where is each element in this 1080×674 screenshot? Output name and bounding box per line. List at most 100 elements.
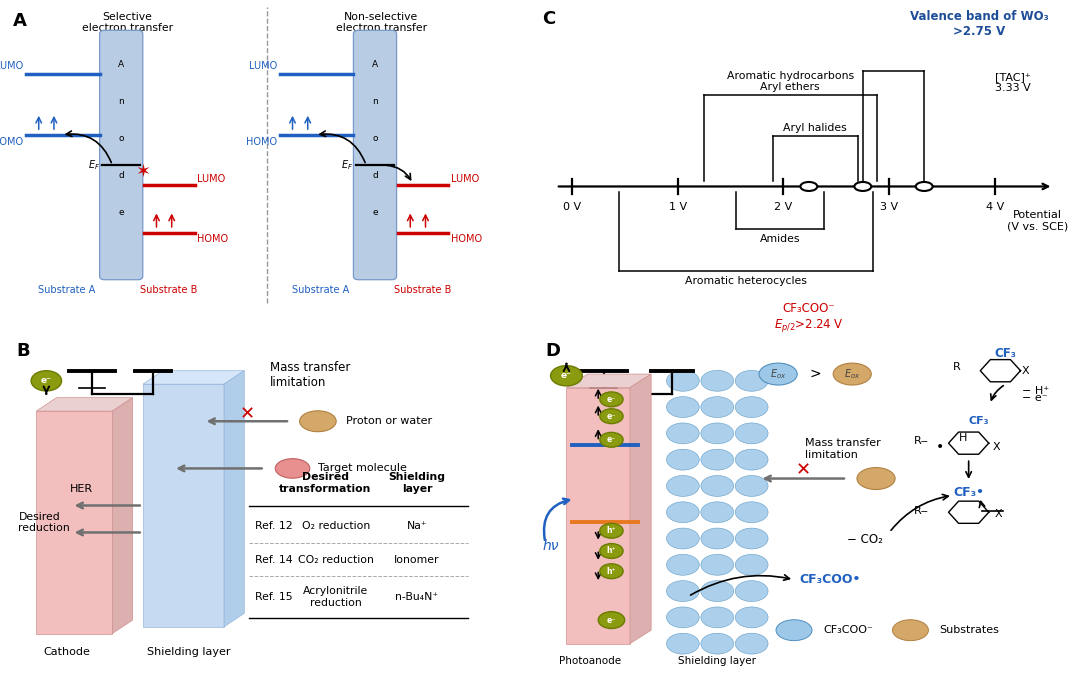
Text: Substrate A: Substrate A bbox=[38, 285, 95, 295]
Text: CF₃: CF₃ bbox=[995, 347, 1016, 361]
Text: C: C bbox=[542, 9, 555, 28]
Polygon shape bbox=[630, 374, 651, 644]
Ellipse shape bbox=[666, 475, 699, 496]
Text: n: n bbox=[119, 96, 124, 106]
Text: •: • bbox=[935, 439, 944, 454]
Text: CF₃: CF₃ bbox=[969, 417, 989, 426]
Text: 4 V: 4 V bbox=[986, 202, 1004, 212]
Circle shape bbox=[599, 563, 623, 578]
Text: e⁻: e⁻ bbox=[41, 376, 52, 386]
Text: X: X bbox=[995, 509, 1002, 519]
Text: e: e bbox=[373, 208, 378, 217]
Text: d: d bbox=[373, 171, 378, 180]
Ellipse shape bbox=[777, 620, 812, 640]
Text: e⁻: e⁻ bbox=[607, 615, 616, 625]
Text: Selective
electron transfer: Selective electron transfer bbox=[82, 12, 173, 34]
Text: hν: hν bbox=[542, 539, 559, 553]
Text: Target molecule: Target molecule bbox=[318, 464, 407, 473]
Ellipse shape bbox=[735, 501, 768, 522]
Circle shape bbox=[854, 182, 872, 191]
Polygon shape bbox=[37, 398, 133, 411]
Text: ✕: ✕ bbox=[240, 405, 255, 423]
Ellipse shape bbox=[735, 528, 768, 549]
Text: 3 V: 3 V bbox=[880, 202, 899, 212]
Circle shape bbox=[31, 371, 62, 391]
Text: o: o bbox=[119, 133, 124, 143]
Ellipse shape bbox=[666, 580, 699, 601]
Ellipse shape bbox=[701, 554, 733, 575]
Text: A: A bbox=[13, 12, 27, 30]
Text: LUMO: LUMO bbox=[249, 61, 278, 71]
Text: CF₃COO•: CF₃COO• bbox=[799, 573, 861, 586]
Text: CF₃COO⁻
$E_{p/2}$>2.24 V: CF₃COO⁻ $E_{p/2}$>2.24 V bbox=[774, 302, 843, 334]
Ellipse shape bbox=[666, 634, 699, 654]
Text: 0 V: 0 V bbox=[563, 202, 581, 212]
Text: Desired
transformation: Desired transformation bbox=[280, 472, 372, 493]
Text: HOMO: HOMO bbox=[197, 235, 228, 244]
Polygon shape bbox=[567, 374, 651, 388]
Text: e: e bbox=[119, 208, 124, 217]
Text: Mass transfer
limitation: Mass transfer limitation bbox=[270, 361, 350, 389]
Polygon shape bbox=[567, 388, 630, 644]
Text: LUMO: LUMO bbox=[197, 174, 226, 183]
Text: $E_{ox}$: $E_{ox}$ bbox=[770, 367, 786, 381]
Text: Acrylonitrile
reduction: Acrylonitrile reduction bbox=[303, 586, 368, 608]
Polygon shape bbox=[37, 411, 112, 634]
Text: Na⁺: Na⁺ bbox=[406, 522, 428, 531]
Text: e⁻: e⁻ bbox=[561, 371, 572, 380]
Text: Potential
(V vs. SCE): Potential (V vs. SCE) bbox=[1007, 210, 1068, 232]
Text: $E_F$: $E_F$ bbox=[341, 158, 353, 172]
Text: − H⁺: − H⁺ bbox=[1022, 386, 1049, 396]
Text: HOMO: HOMO bbox=[0, 137, 24, 148]
Text: Ref. 12: Ref. 12 bbox=[255, 522, 293, 531]
Text: n-Bu₄N⁺: n-Bu₄N⁺ bbox=[395, 592, 438, 602]
Circle shape bbox=[599, 408, 623, 423]
Text: Desired
reduction: Desired reduction bbox=[18, 512, 70, 533]
Text: d: d bbox=[119, 171, 124, 180]
Text: e⁻: e⁻ bbox=[607, 395, 616, 404]
Text: Substrate A: Substrate A bbox=[292, 285, 349, 295]
Text: [TAC]⁺
3.33 V: [TAC]⁺ 3.33 V bbox=[995, 71, 1031, 94]
Ellipse shape bbox=[735, 449, 768, 470]
Text: LUMO: LUMO bbox=[450, 174, 480, 183]
Ellipse shape bbox=[833, 363, 872, 385]
Ellipse shape bbox=[701, 528, 733, 549]
Text: CF₃•: CF₃• bbox=[954, 485, 984, 499]
Text: B: B bbox=[16, 342, 29, 360]
Text: R: R bbox=[953, 363, 961, 372]
Text: >: > bbox=[809, 367, 821, 381]
Text: Ionomer: Ionomer bbox=[394, 555, 440, 565]
Text: Amides: Amides bbox=[759, 235, 800, 244]
Ellipse shape bbox=[666, 607, 699, 628]
Text: D: D bbox=[545, 342, 561, 360]
Ellipse shape bbox=[666, 449, 699, 470]
Text: R‒: R‒ bbox=[914, 437, 929, 446]
Text: X: X bbox=[993, 441, 1000, 452]
Ellipse shape bbox=[735, 475, 768, 496]
Ellipse shape bbox=[701, 475, 733, 496]
Text: Substrate B: Substrate B bbox=[140, 285, 198, 295]
Circle shape bbox=[599, 543, 623, 558]
Text: H: H bbox=[959, 433, 968, 443]
Text: HOMO: HOMO bbox=[246, 137, 278, 148]
Text: Photoanode: Photoanode bbox=[559, 656, 621, 666]
Ellipse shape bbox=[735, 580, 768, 601]
Text: − e⁻: − e⁻ bbox=[1022, 393, 1048, 402]
Text: O₂ reduction: O₂ reduction bbox=[301, 522, 369, 531]
Text: Substrates: Substrates bbox=[940, 625, 999, 635]
Text: e⁻: e⁻ bbox=[607, 435, 616, 444]
Ellipse shape bbox=[735, 554, 768, 575]
Text: CO₂ reduction: CO₂ reduction bbox=[298, 555, 374, 565]
Circle shape bbox=[916, 182, 933, 191]
Text: Valence band of WO₃
>2.75 V: Valence band of WO₃ >2.75 V bbox=[909, 9, 1049, 38]
Text: A: A bbox=[372, 59, 378, 69]
Text: − CO₂: − CO₂ bbox=[847, 532, 882, 546]
Ellipse shape bbox=[299, 410, 336, 432]
Text: n: n bbox=[373, 96, 378, 106]
Text: $E_F$: $E_F$ bbox=[87, 158, 99, 172]
Circle shape bbox=[598, 612, 624, 628]
Ellipse shape bbox=[701, 449, 733, 470]
Text: Proton or water: Proton or water bbox=[346, 417, 432, 426]
Ellipse shape bbox=[701, 634, 733, 654]
Ellipse shape bbox=[892, 620, 929, 640]
